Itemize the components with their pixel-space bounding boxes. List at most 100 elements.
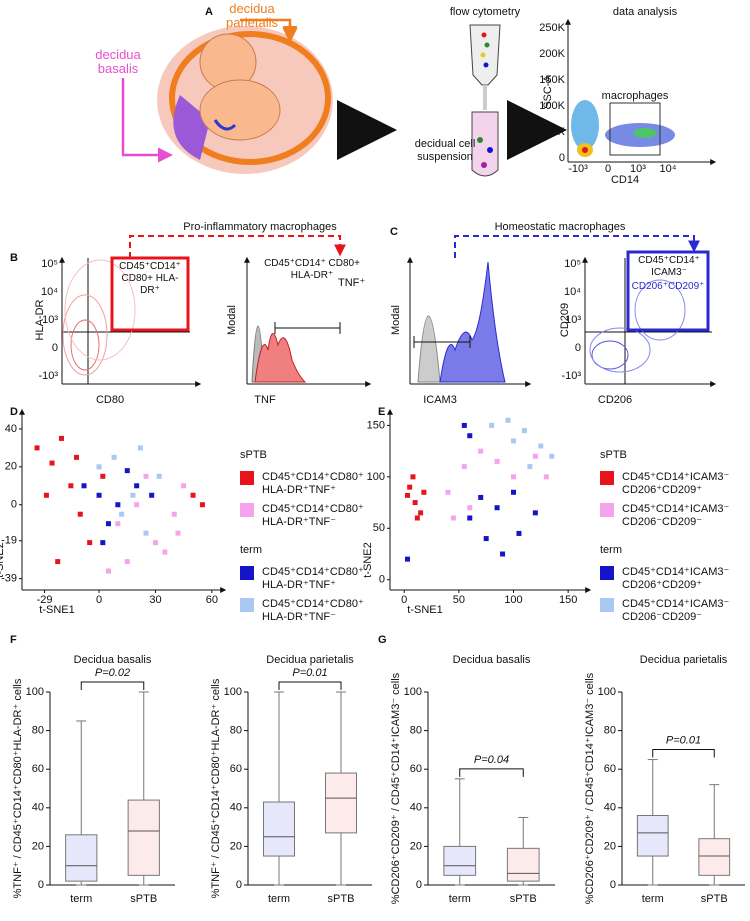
box <box>506 847 540 882</box>
point <box>538 443 544 449</box>
gate-label: macrophages <box>602 90 669 102</box>
point <box>111 454 117 460</box>
axis-label: %TNF⁺ / CD45⁺CD14⁺CD80⁺HLA-DR⁺ cells <box>210 678 222 898</box>
point <box>412 500 418 506</box>
y-tick-label: -39 <box>1 573 17 585</box>
box <box>698 838 731 876</box>
point <box>68 483 74 489</box>
point <box>543 474 549 480</box>
legend-label: CD45⁺CD14⁺CD80⁺ HLA-DR⁺TNF⁺ <box>262 471 364 496</box>
legend-label: CD45⁺CD14⁺ICAM3⁻ CD206⁻CD209⁻ <box>622 503 730 528</box>
point <box>516 530 522 536</box>
legend-swatch <box>600 471 614 485</box>
y-tick-label: 20 <box>604 840 616 852</box>
point <box>467 433 473 439</box>
axis-label: ICAM3 <box>423 394 457 406</box>
y-tick-label: 40 <box>32 802 44 814</box>
y-tick-label: 60 <box>604 763 616 775</box>
contour-plot <box>582 250 717 387</box>
x-tick-label: sPTB <box>328 893 355 905</box>
p-value: P=0.04 <box>474 754 509 766</box>
point <box>190 492 196 498</box>
tick-label: 0 <box>559 152 565 164</box>
legend-label: CD45⁺CD14⁺CD80⁺ HLA-DR⁺TNF⁺ <box>262 566 364 591</box>
x-tick-label: 150 <box>559 594 577 606</box>
panel-label: B <box>10 252 18 264</box>
point <box>58 435 64 441</box>
point <box>55 559 61 565</box>
tick-label: 10⁴ <box>41 286 58 298</box>
region-label: decidua parietalis <box>225 1 279 30</box>
gate-label: CD45⁺CD14⁺ CD80+ HLA-DR⁺ <box>264 258 360 281</box>
significance-bracket <box>459 768 524 777</box>
point <box>521 428 527 434</box>
point <box>505 417 511 423</box>
legend-swatch <box>240 566 254 580</box>
gate-label: CD206⁺CD209⁺ <box>631 281 705 292</box>
legend-label: CD45⁺CD14⁺CD80⁺ HLA-DR⁺TNF⁻ <box>262 503 364 528</box>
point <box>149 492 155 498</box>
panel-label: G <box>378 634 387 646</box>
point <box>199 502 205 508</box>
point <box>74 454 80 460</box>
y-tick-label: 100 <box>224 686 242 698</box>
point <box>43 492 49 498</box>
tick-label: 0 <box>52 342 58 354</box>
x-tick-label: term <box>642 893 664 905</box>
panel-label: D <box>10 406 18 418</box>
point <box>100 540 106 546</box>
significance-bracket <box>278 681 342 690</box>
tick-label: 100K <box>539 100 565 112</box>
axis-label: Modal <box>390 305 402 335</box>
point <box>450 515 456 521</box>
y-tick-label: 0 <box>236 879 242 891</box>
x-tick-label: 60 <box>206 594 218 606</box>
point <box>421 489 427 495</box>
x-tick-label: sPTB <box>510 893 537 905</box>
point <box>115 521 121 527</box>
point <box>478 494 484 500</box>
axis-label: Modal <box>226 305 238 335</box>
y-tick-label: 20 <box>5 461 17 473</box>
point <box>96 464 102 470</box>
point <box>181 483 187 489</box>
p-value: P=0.02 <box>95 667 130 679</box>
point <box>124 468 130 474</box>
x-tick-label: term <box>449 893 471 905</box>
legend-group: sPTB <box>240 449 267 461</box>
uterus-illustration <box>121 18 333 174</box>
axis-label: TNF <box>254 394 276 406</box>
point <box>532 510 538 516</box>
y-tick-label: 100 <box>404 686 422 698</box>
point <box>152 540 158 546</box>
y-tick-label: 80 <box>604 725 616 737</box>
tick-label: 10⁵ <box>41 258 58 270</box>
legend-swatch <box>240 471 254 485</box>
axis-label: t-SNE1 <box>39 604 74 616</box>
point <box>445 489 451 495</box>
y-tick-label: 80 <box>230 725 242 737</box>
facs-plot <box>565 18 717 165</box>
axis-label: HLA-DR <box>34 299 46 340</box>
panel-label: C <box>390 226 398 238</box>
box <box>443 845 477 876</box>
point <box>81 483 87 489</box>
contour-plot <box>59 256 202 387</box>
point <box>130 492 136 498</box>
y-tick-label: 40 <box>604 802 616 814</box>
point <box>105 521 111 527</box>
point <box>143 473 149 479</box>
point <box>124 559 130 565</box>
box <box>325 772 357 834</box>
gate-label: CD45⁺CD14⁺ CD80+ HLA-DR⁺ <box>119 261 181 296</box>
y-tick-label: 60 <box>230 763 242 775</box>
point <box>115 502 121 508</box>
gate-label: CD45⁺CD14⁺ ICAM3⁻ <box>638 255 700 278</box>
tick-label: 50K <box>545 126 565 138</box>
point <box>483 536 489 542</box>
axis-label: t-SNE1 <box>407 604 442 616</box>
y-tick-label: 100 <box>598 686 616 698</box>
point <box>143 530 149 536</box>
tick-label: -10³ <box>568 163 588 175</box>
point <box>404 492 410 498</box>
